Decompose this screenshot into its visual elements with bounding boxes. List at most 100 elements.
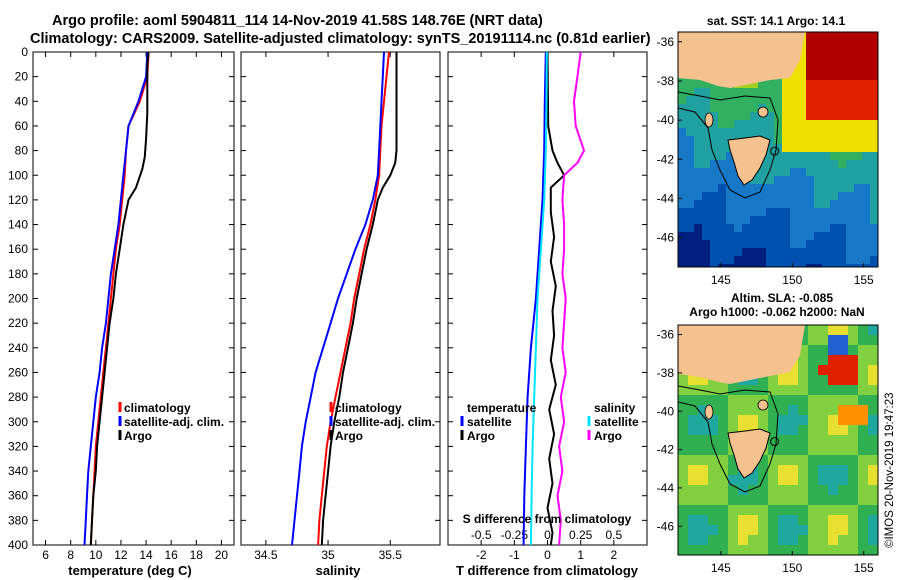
sla-cell <box>718 505 728 515</box>
sla-cell <box>838 455 848 465</box>
sst-cell <box>686 128 694 136</box>
sla-cell <box>688 515 698 525</box>
sst-cell <box>854 72 862 80</box>
sst-cell <box>734 128 742 136</box>
x-tick-label: 12 <box>114 548 128 562</box>
sst-cell <box>766 120 774 128</box>
map-y-tick-label: -44 <box>657 481 675 495</box>
sst-cell <box>798 208 806 216</box>
sst-cell <box>694 240 702 248</box>
sla-cell <box>848 485 858 495</box>
sla-cell <box>848 385 858 395</box>
sla-cell <box>858 405 868 415</box>
sst-cell <box>806 128 814 136</box>
series-line-t-argo <box>546 52 566 545</box>
sst-cell <box>686 248 694 256</box>
sst-cell <box>718 240 726 248</box>
sla-cell <box>828 475 838 485</box>
sst-cell <box>718 224 726 232</box>
sst-cell <box>838 112 846 120</box>
sst-cell <box>870 160 878 168</box>
sst-cell <box>686 104 694 112</box>
sst-cell <box>814 208 822 216</box>
sst-cell <box>814 72 822 80</box>
sst-cell <box>846 208 854 216</box>
sla-cell <box>758 525 768 535</box>
sla-cell <box>868 445 878 455</box>
sst-cell <box>758 96 766 104</box>
sst-cell <box>694 248 702 256</box>
sst-cell <box>814 216 822 224</box>
sst-cell <box>726 232 734 240</box>
sst-cell <box>726 160 734 168</box>
sst-cell <box>806 88 814 96</box>
sst-cell <box>822 248 830 256</box>
sla-cell <box>748 415 758 425</box>
sst-cell <box>750 80 758 88</box>
sla-cell <box>718 445 728 455</box>
sst-cell <box>766 192 774 200</box>
sla-cell <box>758 545 768 555</box>
sst-cell <box>814 40 822 48</box>
sla-cell <box>688 505 698 515</box>
sst-cell <box>742 208 750 216</box>
depth-tick-label: 40 <box>15 94 29 108</box>
sst-cell <box>686 176 694 184</box>
sst-map-title: sat. SST: 14.1 Argo: 14.1 <box>707 14 846 28</box>
sst-cell <box>822 48 830 56</box>
king-island <box>704 404 714 420</box>
sst-cell <box>726 256 734 264</box>
sst-cell <box>830 152 838 160</box>
sla-cell <box>738 485 748 495</box>
sst-cell <box>710 112 718 120</box>
sst-cell <box>822 128 830 136</box>
sst-cell <box>734 264 742 267</box>
sst-cell <box>870 224 878 232</box>
sla-cell <box>798 335 808 345</box>
sla-cell <box>768 425 778 435</box>
sst-cell <box>838 192 846 200</box>
sst-cell <box>694 208 702 216</box>
sst-cells <box>678 32 878 267</box>
legend-label-argo: Argo <box>335 429 363 443</box>
sla-cell <box>868 515 878 525</box>
sst-cell <box>830 184 838 192</box>
sla-cell <box>818 335 828 345</box>
sla-cell <box>698 435 708 445</box>
depth-tick-label: 0 <box>21 45 28 59</box>
sst-cell <box>806 48 814 56</box>
sst-cell <box>694 152 702 160</box>
sla-cell <box>818 505 828 515</box>
sst-cell <box>782 176 790 184</box>
sla-cell <box>858 335 868 345</box>
sla-cell <box>868 485 878 495</box>
sst-cell <box>726 168 734 176</box>
sla-cell <box>768 405 778 415</box>
sla-cell <box>818 405 828 415</box>
sla-map-axes: 145 150 155 -36 -38 -40 -42 -44 -46 <box>657 328 874 575</box>
sla-cell <box>868 495 878 505</box>
sst-cell <box>814 112 822 120</box>
sst-cell <box>862 208 870 216</box>
top-tick-label: -0.25 <box>501 528 529 542</box>
depth-tick-label: 340 <box>8 464 28 478</box>
sst-cell <box>822 256 830 264</box>
sst-cell <box>742 120 750 128</box>
sst-cell <box>846 248 854 256</box>
sst-cell <box>790 248 798 256</box>
sst-cell <box>774 248 782 256</box>
sst-cell <box>758 208 766 216</box>
sla-cell <box>778 535 788 545</box>
sst-cell <box>838 224 846 232</box>
sla-cell <box>868 375 878 385</box>
sst-cell <box>830 216 838 224</box>
sst-cell <box>798 184 806 192</box>
sla-cell <box>698 395 708 405</box>
sst-cell <box>782 96 790 104</box>
sst-cell <box>750 104 758 112</box>
sst-cell <box>806 160 814 168</box>
sst-cell <box>774 168 782 176</box>
sst-cell <box>750 96 758 104</box>
sst-cell <box>870 176 878 184</box>
sla-cell <box>818 325 828 335</box>
